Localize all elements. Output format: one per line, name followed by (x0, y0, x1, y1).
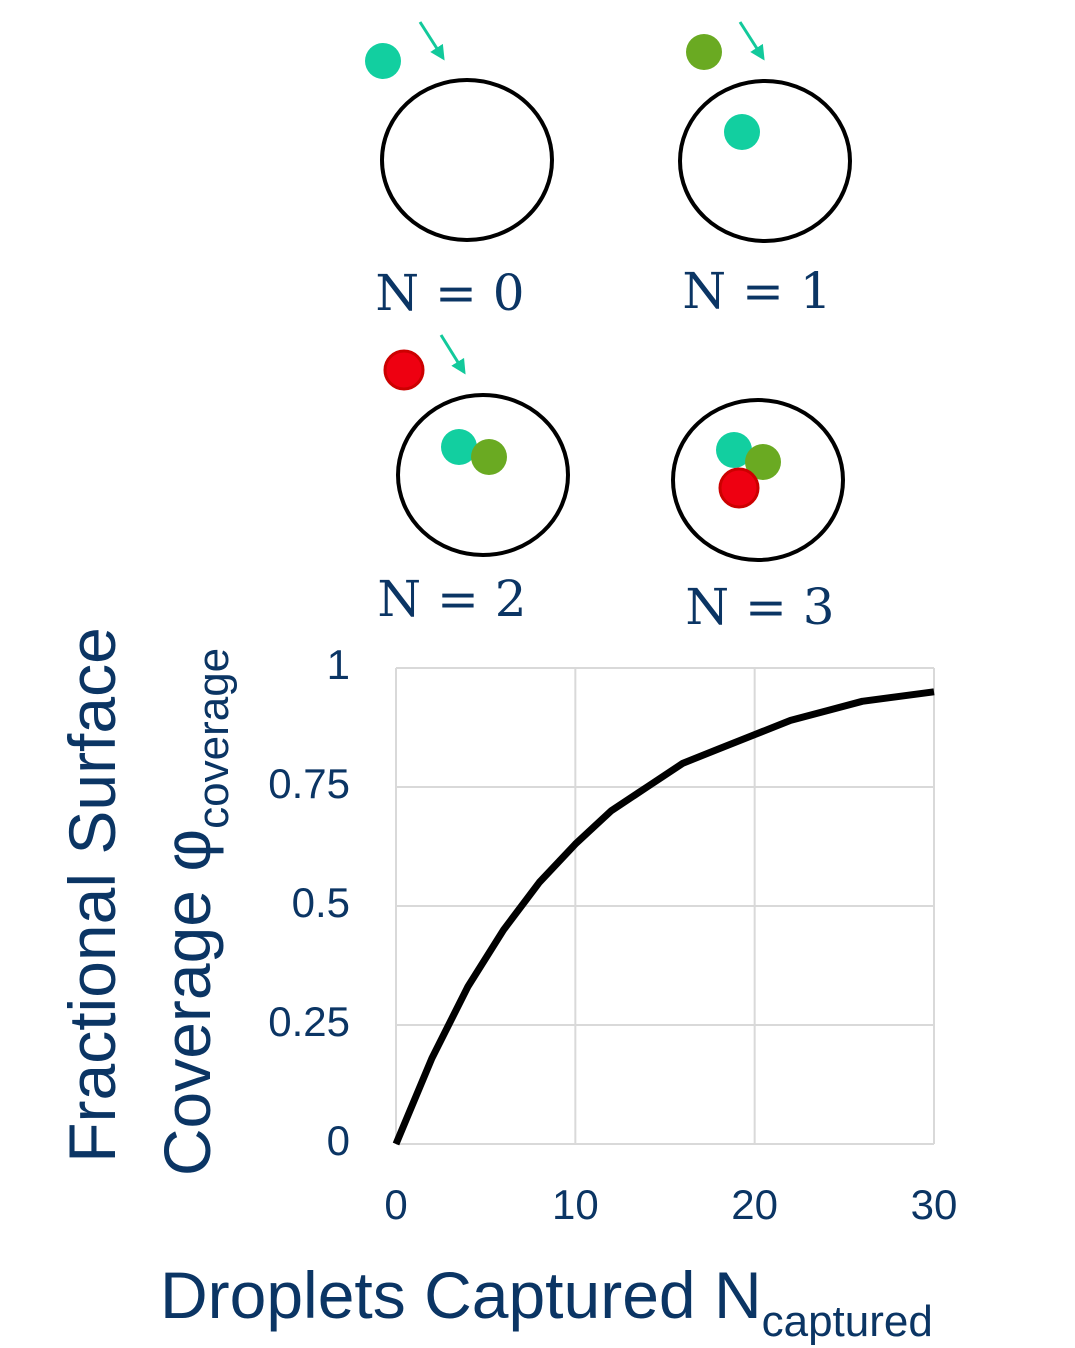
particle (680, 81, 850, 241)
x-axis-label: Droplets Captured Ncaptured (160, 1258, 933, 1346)
arrow (441, 335, 464, 372)
n-label: N = 0 (375, 264, 524, 322)
x-tick-label: 0 (384, 1181, 407, 1228)
y-tick-label: 0.25 (268, 998, 350, 1045)
y-tick-label: 0.75 (268, 760, 350, 807)
droplet (686, 34, 722, 70)
x-tick-label: 30 (911, 1181, 958, 1228)
droplet (385, 351, 423, 389)
n-label: N = 3 (685, 578, 834, 636)
droplet (724, 114, 760, 150)
droplet (365, 43, 401, 79)
particle (398, 395, 568, 555)
particle (673, 400, 843, 560)
n-label: N = 1 (682, 262, 831, 320)
figure: N = 0 N = 1 N = 2 N = 3 00.250.50.751010… (0, 0, 1075, 1348)
n-label: N = 2 (377, 570, 526, 628)
droplet (720, 469, 758, 507)
y-tick-label: 0.5 (292, 879, 350, 926)
x-tick-label: 20 (731, 1181, 778, 1228)
y-tick-label: 1 (327, 641, 350, 688)
y-axis-label: Fractional Surface (55, 627, 129, 1163)
droplet (471, 439, 507, 475)
data-line (396, 692, 934, 1144)
y-axis-label: Coverage φcoverage (150, 648, 238, 1176)
y-tick-label: 0 (327, 1117, 350, 1164)
x-tick-label: 10 (552, 1181, 599, 1228)
particle (382, 80, 552, 240)
diagram: N = 0 N = 1 N = 2 N = 3 (365, 22, 850, 636)
arrow (420, 22, 443, 58)
arrow (740, 22, 763, 58)
